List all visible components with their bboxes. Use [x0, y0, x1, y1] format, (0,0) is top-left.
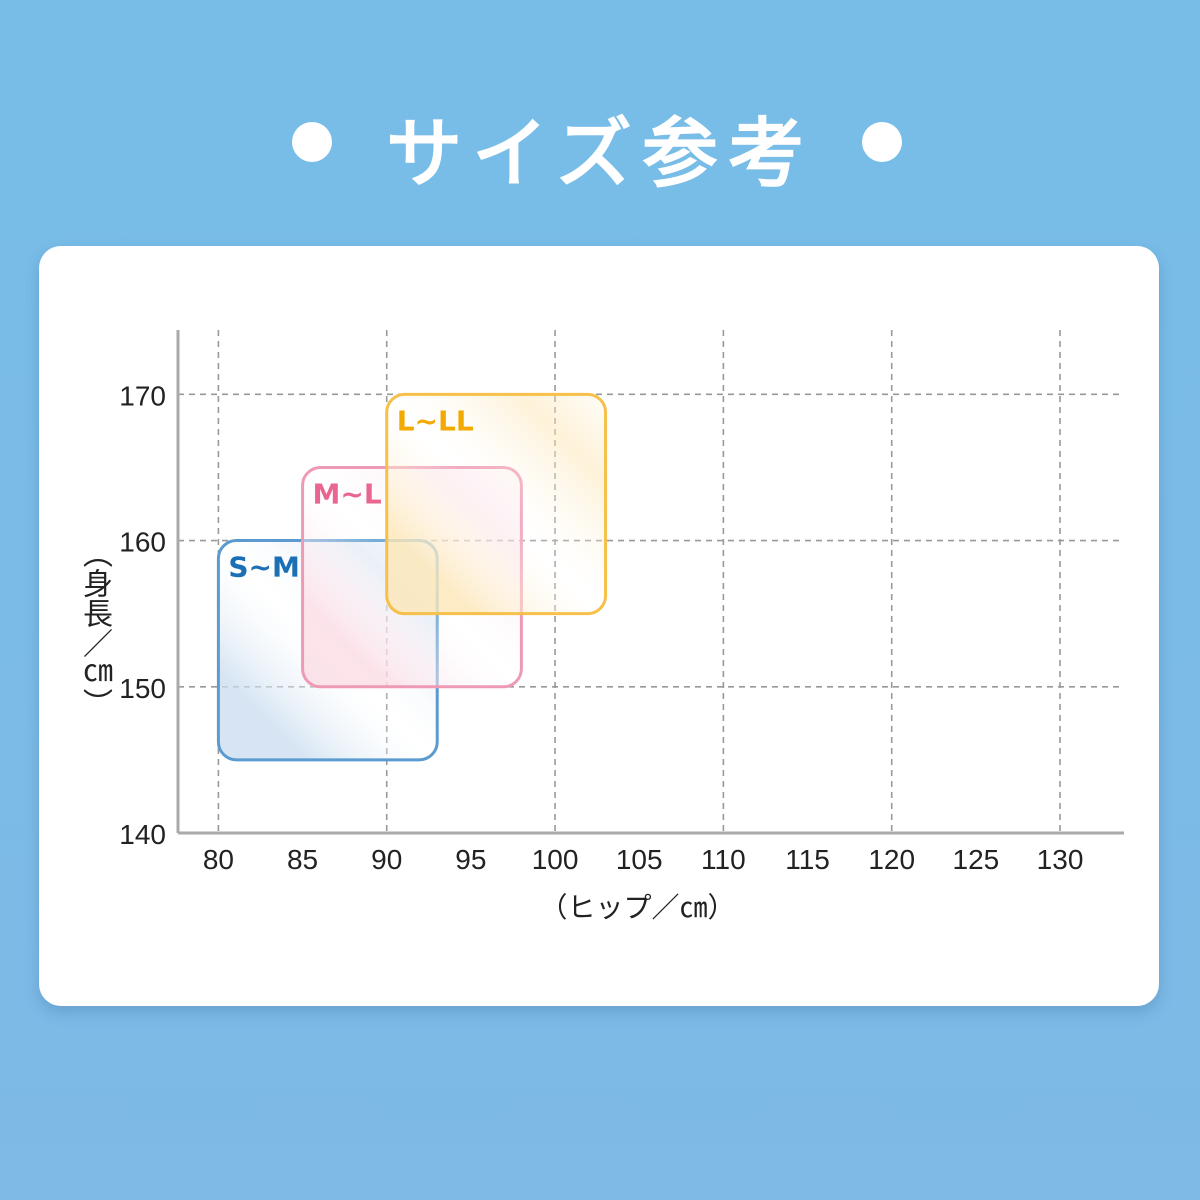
x-tick-label: 120: [868, 844, 915, 875]
x-tick-label: 100: [532, 844, 579, 875]
x-tick-label: 125: [953, 844, 1000, 875]
x-tick-label: 115: [785, 844, 830, 875]
x-tick-label: 80: [203, 844, 234, 875]
y-axis-label: （身長／㎝）: [77, 538, 112, 718]
y-tick-label: 150: [119, 673, 166, 704]
y-tick-label: 160: [119, 527, 166, 558]
x-tick-label: 110: [701, 844, 746, 875]
x-tick-label: 85: [287, 844, 318, 875]
x-tick-label: 105: [616, 844, 663, 875]
size-label: M~L: [313, 477, 382, 510]
page-title: サイズ参考: [386, 109, 814, 198]
size-box-L~LL: [385, 392, 608, 616]
size-label: L~LL: [397, 404, 474, 437]
x-axis-label: （ヒップ／㎝）: [539, 891, 736, 924]
y-tick-label: 140: [119, 819, 166, 850]
y-tick-label: 170: [119, 380, 166, 411]
x-tick-label: 130: [1037, 844, 1084, 875]
x-tick-label: 95: [455, 844, 486, 875]
bullet-dot-right: [862, 122, 902, 162]
x-tick-label: 90: [371, 844, 402, 875]
bullet-dot-left: [292, 122, 332, 162]
size-label: S~M: [228, 551, 299, 584]
